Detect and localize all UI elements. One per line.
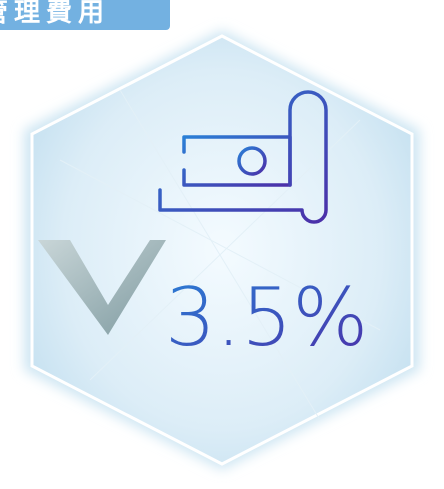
card: 管理費用 3.5%	[0, 0, 444, 489]
value: 3.5%	[165, 271, 368, 364]
title: 管理費用	[0, 0, 110, 28]
page: 管理費用 3.5% (() => { const data = JSON.par…	[0, 0, 444, 489]
